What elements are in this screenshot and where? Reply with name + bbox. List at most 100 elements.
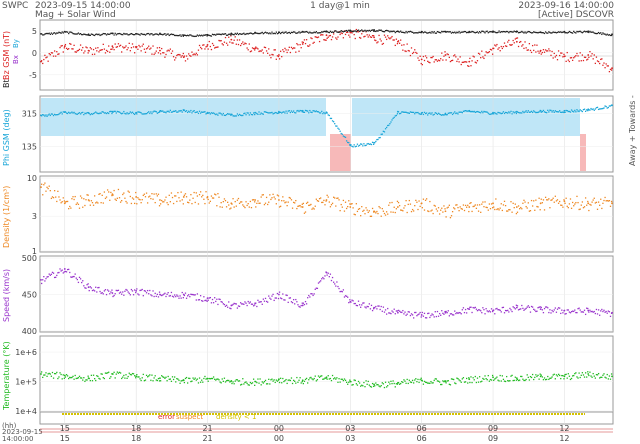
temperature-point [122, 376, 124, 378]
temperature-point [329, 377, 332, 380]
bz-point [229, 41, 231, 43]
speed-point [413, 317, 415, 319]
speed-point [62, 272, 64, 274]
density-point [357, 208, 360, 210]
temperature-point [284, 379, 286, 382]
temperature-point [513, 379, 515, 382]
density-point [154, 201, 156, 204]
bt-point [423, 31, 426, 33]
x-tick-label: 03 [345, 434, 355, 443]
bz-point [125, 45, 127, 47]
bt-point [577, 31, 579, 33]
phi-point [307, 110, 309, 112]
phi-point [596, 106, 599, 109]
speed-point [355, 304, 357, 307]
temperature-point [121, 377, 123, 380]
bt-point [212, 34, 215, 36]
temperature-point [86, 379, 88, 381]
speed-point [180, 297, 182, 299]
speed-point [90, 287, 93, 289]
bz-point [98, 51, 100, 53]
speed-point [459, 312, 461, 314]
phi-point [250, 113, 253, 116]
density-point [168, 194, 170, 196]
phi-point [564, 111, 566, 113]
phi-point [155, 111, 157, 113]
bz-point [477, 52, 480, 55]
x-tick-labels-bottom: 15 18 21 00 03 06 09 12 [60, 434, 570, 443]
speed-point [496, 307, 498, 310]
bz-point [170, 52, 173, 55]
density-point [376, 210, 378, 213]
bt-point [59, 31, 61, 34]
bz-point [66, 48, 69, 51]
bt-point [73, 33, 75, 35]
phi-point [286, 112, 288, 114]
temperature-point [282, 377, 284, 380]
phi-point [349, 144, 352, 147]
density-point [442, 211, 444, 213]
bt-point [78, 33, 81, 35]
speed-point [50, 273, 53, 275]
bz-point [44, 54, 46, 56]
bz-point [291, 48, 294, 50]
phi-point [487, 112, 489, 114]
bt-point [424, 31, 427, 33]
speed-point [450, 313, 453, 315]
phi-point [338, 128, 340, 130]
bt-point [286, 32, 288, 34]
speed-point [223, 303, 226, 306]
bt-point [460, 31, 462, 33]
temperature-point [106, 372, 109, 374]
density-point [321, 201, 323, 204]
bt-point [415, 32, 417, 34]
temperature-point [265, 383, 268, 385]
phi-point [369, 143, 372, 145]
bt-point [485, 30, 487, 33]
bt-point [494, 31, 496, 33]
speed-point [89, 286, 91, 288]
temperature-point [222, 380, 224, 382]
temperature-point [289, 379, 292, 382]
phi-point [103, 112, 106, 114]
bz-point [591, 53, 593, 55]
density-point [224, 199, 227, 202]
mag-ylabel: Bt Bz GSM (nT) Bx By [2, 31, 20, 88]
speed-point [182, 293, 185, 296]
phi-point [278, 111, 281, 114]
bt-point [282, 31, 284, 33]
speed-point [524, 308, 526, 310]
density-point [539, 202, 542, 205]
bz-point [530, 51, 533, 54]
bz-point [302, 41, 305, 44]
bz-point [76, 50, 78, 52]
speed-point [470, 306, 472, 308]
bt-point [471, 30, 473, 33]
density-point [579, 208, 581, 210]
speed-point [428, 312, 430, 314]
temperature-point [204, 375, 206, 378]
bz-point [296, 43, 298, 45]
speed-point [349, 300, 352, 303]
bt-point [315, 31, 317, 33]
bz-point [103, 48, 106, 50]
temperature-point [328, 378, 330, 380]
density-point [390, 211, 392, 213]
temperature-point [45, 372, 47, 374]
bt-point [298, 31, 300, 33]
bz-point [587, 54, 590, 56]
bt-point [342, 31, 345, 33]
speed-point [411, 314, 414, 316]
phi-point [500, 112, 502, 115]
density-point [235, 205, 237, 207]
phi-point [370, 143, 373, 146]
temperature-point [63, 377, 66, 379]
temperature-point [365, 380, 367, 382]
bz-point [555, 54, 558, 57]
speed-point [418, 313, 420, 315]
bz-point [483, 57, 485, 60]
phi-point [178, 110, 180, 112]
bz-point [509, 44, 511, 46]
speed-point [401, 311, 403, 314]
